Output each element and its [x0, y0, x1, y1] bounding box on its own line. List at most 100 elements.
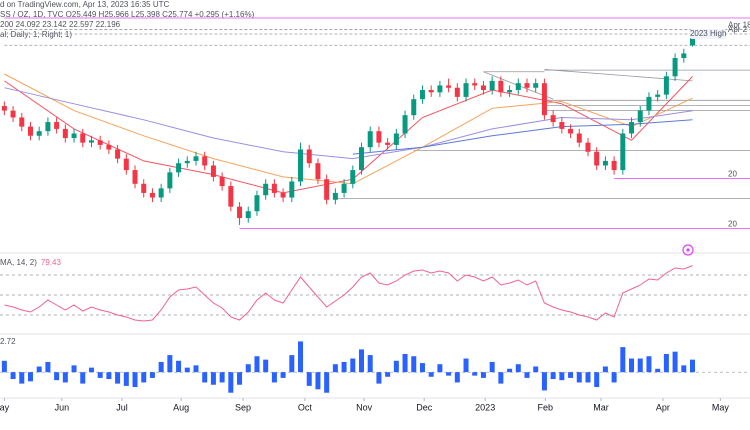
histogram-bar [446, 372, 452, 376]
histogram-bar [655, 368, 661, 373]
candle-body [594, 151, 600, 166]
candle-body [690, 38, 696, 46]
histogram-bar [176, 360, 182, 373]
candle-body [167, 172, 173, 189]
x-tick-label: Aug [173, 402, 189, 412]
histogram-bar [202, 372, 208, 383]
candle-body [158, 188, 164, 198]
alert-icon [682, 244, 694, 256]
histogram-bar [637, 358, 643, 373]
histogram-bar [263, 359, 269, 373]
candle-body [62, 128, 68, 139]
candle-body [629, 122, 635, 134]
rsi-label: MA, 14, 2) [0, 258, 37, 267]
candle-body [10, 110, 16, 118]
histogram-bar [237, 372, 243, 385]
histogram-bar [54, 372, 60, 381]
candle-body [428, 90, 434, 93]
candle-body [237, 206, 243, 219]
histogram-bar [1, 360, 7, 373]
rsi-legend: MA, 14, 2) 79.43 [0, 258, 61, 267]
candle-body [585, 142, 591, 152]
candle-body [367, 131, 373, 148]
histogram-bar [149, 372, 155, 378]
histogram-bar [533, 366, 539, 373]
histogram-bar [115, 372, 121, 384]
candle-body [411, 99, 417, 116]
histogram-bar [393, 360, 399, 373]
histogram-bar [88, 367, 94, 373]
histogram-bar [489, 361, 495, 373]
candle-body [637, 110, 643, 123]
histogram-label: 2.72 [0, 337, 16, 346]
histogram-bar [324, 372, 330, 393]
annotation-box [690, 29, 727, 40]
histogram-bar [515, 364, 521, 373]
candle-body [419, 90, 425, 100]
candle-body [210, 165, 216, 177]
x-tick-label: Feb [538, 402, 554, 412]
histogram-bar [376, 372, 382, 384]
candle-body [245, 211, 251, 219]
histogram-bar [80, 372, 86, 384]
level-label: Apr 2 [728, 25, 748, 34]
annotation-text: 2023 High [690, 29, 726, 38]
level-label: 20 [728, 170, 737, 179]
candle-body [80, 133, 86, 143]
x-tick-label: Apr [656, 402, 670, 412]
histogram-bar [576, 372, 582, 383]
candle-body [611, 160, 617, 171]
candle-body [620, 133, 626, 171]
histogram-bar [245, 364, 251, 373]
candle-body [559, 122, 565, 129]
histogram-bar [568, 372, 574, 378]
moving-average [4, 87, 693, 160]
histogram-bar [158, 361, 164, 373]
candle-body [306, 149, 312, 164]
header-text: SS / OZ, 1D, TVC O25.449 H25.966 L25.398… [0, 10, 255, 19]
histogram-bar [132, 372, 138, 388]
histogram-bar [141, 372, 147, 383]
candle-body [437, 85, 443, 93]
candle-body [263, 183, 269, 196]
candle-body [385, 142, 391, 145]
histogram-bar [36, 366, 42, 373]
candle-body [489, 80, 495, 91]
histogram-bar [193, 365, 199, 373]
histogram-bar [611, 372, 617, 383]
histogram-bar [27, 372, 33, 382]
candle-body [219, 176, 225, 187]
candle-body [663, 76, 669, 95]
candle-body [315, 163, 321, 180]
candle-body [88, 140, 94, 143]
candle-body [106, 144, 112, 150]
candle-body [36, 131, 42, 136]
candle-body [141, 183, 147, 193]
header-text: d on TradingView.com, Apr 13, 2023 16:35… [0, 0, 170, 9]
histogram-bar [559, 372, 565, 381]
histogram-bar [690, 359, 696, 373]
histogram-bar [646, 356, 652, 373]
candle-body [1, 106, 7, 111]
histogram-bar [184, 367, 190, 373]
histogram-bar [315, 372, 321, 390]
candle-body [45, 122, 51, 132]
rsi-value: 79.43 [41, 258, 62, 267]
histogram-bar [550, 372, 556, 380]
candle-body [533, 83, 539, 88]
candle-body [402, 115, 408, 134]
candle-body [541, 83, 547, 116]
candle-body [280, 192, 286, 198]
level-label: Apr 18 202 [728, 21, 750, 30]
histogram-bar [480, 372, 486, 378]
histogram-bar [350, 358, 356, 373]
candle-body [515, 83, 521, 91]
histogram-bar [428, 372, 434, 377]
histogram-bar [385, 372, 391, 377]
level-label: 20 [728, 220, 737, 229]
candle-body [332, 192, 338, 200]
candle-body [646, 96, 652, 111]
candle-body [507, 90, 513, 93]
x-tick-label: Mar [593, 402, 609, 412]
